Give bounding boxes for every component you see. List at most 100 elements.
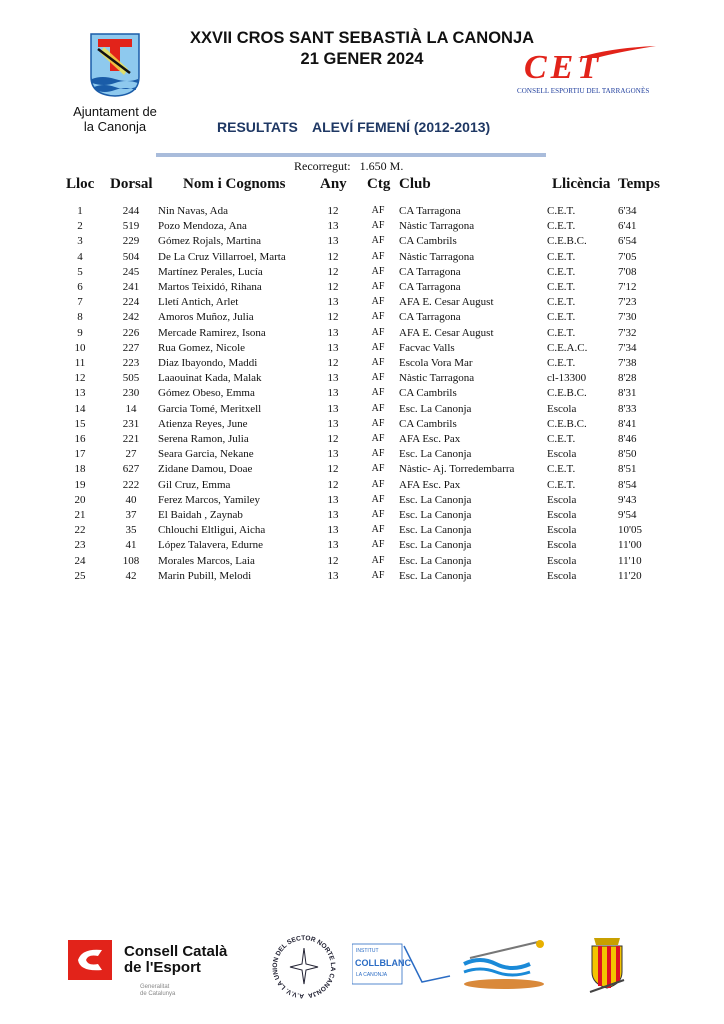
cell-name: Gil Cruz, Emma [158, 478, 231, 491]
cell-ctg: AF [371, 402, 385, 414]
cell-club: CA Cambrils [399, 235, 457, 248]
cell-temps: 11'10 [618, 554, 642, 567]
table-row: 22 35 Chlouchi Eltligui, Aicha 13 AF Esc. La … [0, 524, 724, 539]
cell-any: 13 [327, 569, 339, 582]
cell-lloc: 10 [74, 341, 86, 354]
table-row: 24 108 Morales Marcos, Laia 12 AF Esc. La Can… [0, 555, 724, 570]
cell-temps: 11'20 [618, 569, 642, 582]
cell-temps: 7'23 [618, 296, 637, 309]
caption-line: la Canonja [83, 119, 147, 134]
table-row: 19 222 Gil Cruz, Emma 12 AF AFA Esc. Pax C.E.T… [0, 479, 724, 494]
cell-club: Esc. La Canonja [399, 448, 472, 461]
cell-temps: 8'28 [618, 372, 637, 385]
cell-llicencia: C.E.T. [547, 326, 576, 339]
cell-any: 12 [327, 281, 339, 293]
cell-ctg: AF [371, 250, 385, 262]
cell-ctg: AF [371, 205, 385, 216]
table-row: 10 227 Rua Gomez, Nicole 13 AF Facvac Valls C.… [0, 342, 724, 357]
cell-ctg: AF [371, 463, 385, 475]
cell-lloc: 11 [74, 357, 86, 369]
cell-any: 13 [327, 235, 339, 248]
col-lloc: Lloc [66, 176, 95, 192]
cell-name: Zidane Damou, Doae [158, 463, 253, 476]
table-row: 14 14 Garcia Tomé, Meritxell 13 AF Esc. La Ca… [0, 403, 724, 418]
cell-any: 12 [327, 250, 339, 263]
cell-lloc: 5 [77, 265, 83, 278]
cell-temps: 8'51 [618, 463, 637, 476]
cell-lloc: 12 [74, 372, 86, 385]
cell-llicencia: C.E.T. [547, 281, 576, 293]
event-title: XXVII CROS SANT SEBASTIÀ LA CANONJA [189, 29, 535, 47]
cell-name: Serena Ramon, Julia [158, 433, 249, 445]
cell-lloc: 8 [77, 311, 83, 324]
cell-ctg: AF [371, 433, 385, 444]
cell-club: CA Tarragona [399, 265, 461, 278]
cell-any: 13 [327, 417, 339, 430]
cell-lloc: 1 [77, 205, 83, 217]
cell-temps: 7'05 [618, 250, 637, 263]
course-label: Recorregut: [294, 159, 351, 173]
la-canonja-coat-of-arms-logo [90, 33, 140, 97]
col-club: Club [399, 176, 431, 192]
cell-name: Morales Marcos, Laia [158, 554, 255, 567]
sector-norte-logo: A.V.V. LA UNION DEL SECTOR NORTE LA CANO… [272, 935, 336, 999]
table-row: 16 221 Serena Ramon, Julia 12 AF AFA Esc. Pax… [0, 433, 724, 448]
table-row: 21 37 El Baidah , Zaynab 13 AF Esc. La Canonj… [0, 509, 724, 524]
cell-temps: 6'34 [618, 205, 637, 217]
cell-name: Ferez Marcos, Yamiley [158, 493, 261, 506]
cell-any: 13 [327, 493, 339, 506]
cell-name: Seara Garcia, Nekane [158, 448, 254, 461]
cell-lloc: 7 [77, 296, 83, 309]
cell-name: Mercade Ramirez, Isona [158, 326, 266, 339]
table-row: 13 230 Gómez Obeso, Emma 13 AF CA Cambrils C.E… [0, 387, 724, 402]
cell-club: CA Tarragona [399, 281, 461, 293]
cell-llicencia: C.E.T. [547, 220, 576, 233]
cell-temps: 9'43 [618, 493, 637, 506]
cell-llicencia: Escola [547, 448, 577, 461]
col-name: Nom i Cognoms [183, 176, 286, 192]
cell-llicencia: C.E.T. [547, 478, 576, 491]
sector-norte-text: A.V.V. LA UNION DEL SECTOR NORTE LA CANO… [272, 935, 336, 999]
cell-lloc: 22 [74, 524, 86, 537]
cell-llicencia: Escola [547, 509, 577, 521]
cell-any: 12 [327, 311, 339, 324]
cell-llicencia: C.E.B.C. [547, 387, 587, 400]
cell-dorsal: 35 [125, 524, 137, 537]
cell-llicencia: C.E.T. [547, 433, 576, 445]
table-row: 6 241 Martos Teixidó, Rihana 12 AF CA Tarrago… [0, 281, 724, 296]
cell-lloc: 14 [74, 402, 86, 415]
cell-any: 12 [327, 357, 339, 369]
cell-dorsal: 222 [122, 478, 140, 491]
cell-ctg: AF [371, 220, 385, 232]
cell-name: Marin Pubill, Melodi [158, 569, 252, 582]
cell-any: 13 [327, 402, 339, 415]
cell-club: CA Cambrils [399, 387, 457, 400]
event-date: 21 GENER 2024 [300, 50, 424, 68]
cell-temps: 7'12 [618, 281, 637, 293]
table-row: 18 627 Zidane Damou, Doae 12 AF Nàstic- Aj. T… [0, 463, 724, 478]
cell-club: AFA E. Cesar August [399, 296, 494, 309]
cell-dorsal: 245 [122, 265, 140, 278]
cell-temps: 7'34 [618, 341, 637, 354]
cell-lloc: 17 [74, 448, 86, 461]
cell-lloc: 23 [74, 539, 86, 552]
cell-ctg: AF [371, 509, 385, 520]
table-row: 1 244 Nin Navas, Ada 12 AF CA Tarragona C.E.T.… [0, 205, 724, 220]
cell-lloc: 3 [77, 235, 83, 248]
cell-lloc: 2 [77, 220, 83, 233]
cell-ctg: AF [371, 311, 385, 323]
cell-name: Rua Gomez, Nicole [158, 341, 246, 354]
category-label: ALEVÍ FEMENÍ (2012-2013) [312, 119, 491, 135]
cell-llicencia: Escola [547, 554, 577, 567]
cell-lloc: 19 [74, 478, 86, 491]
generalitat: Generalitat de Catalunya [140, 984, 175, 998]
divider [156, 153, 546, 157]
cell-temps: 8'33 [618, 402, 637, 415]
cell-llicencia: Escola [547, 493, 577, 506]
cell-ctg: AF [371, 357, 385, 368]
cell-llicencia: Escola [547, 569, 577, 582]
cell-ctg: AF [371, 265, 385, 277]
cell-lloc: 20 [74, 493, 86, 506]
cell-name: Lletí Antich, Arlet [158, 296, 239, 309]
table-row: 15 231 Atienza Reyes, June 13 AF CA Cambrils C… [0, 418, 724, 433]
